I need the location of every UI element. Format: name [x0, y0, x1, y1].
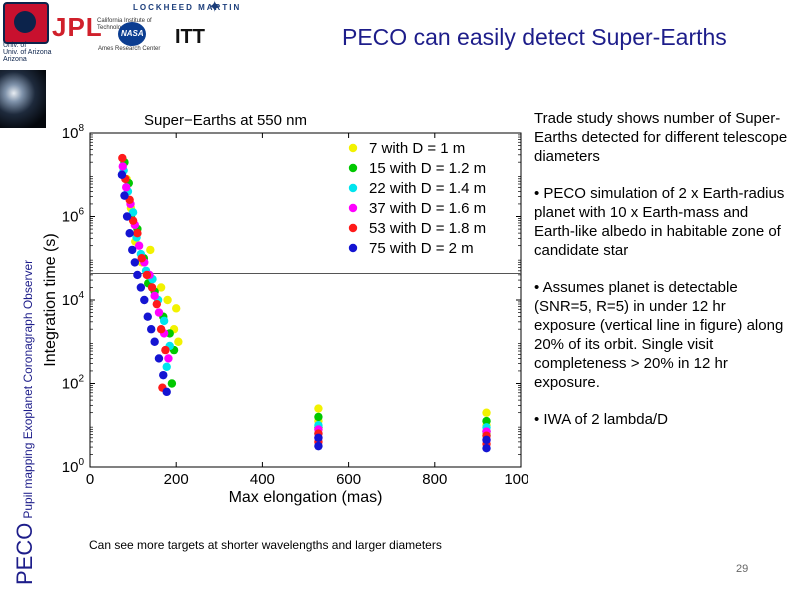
- data-point: [122, 212, 132, 221]
- legend-label: 15 with D = 1.2 m: [369, 160, 486, 177]
- earth-image: [0, 70, 46, 128]
- data-point: [125, 229, 134, 238]
- nasa-logo-text: NASA: [121, 29, 144, 38]
- legend-label: 7 with D = 1 m: [369, 140, 465, 157]
- data-point: [159, 370, 168, 380]
- data-point: [172, 304, 181, 313]
- sidebar-peco: PECO: [12, 522, 37, 585]
- university-of-arizona-logo: [3, 2, 49, 44]
- itt-logo: ITT: [175, 26, 205, 48]
- x-tick-label: 600: [336, 471, 361, 488]
- legend-label: 53 with D = 1.8 m: [369, 220, 486, 237]
- data-point: [154, 354, 164, 363]
- caption: Can see more targets at shorter waveleng…: [89, 538, 442, 552]
- ua-line-1: Univ. of: [3, 42, 27, 49]
- data-point: [118, 153, 127, 163]
- data-point: [136, 283, 146, 292]
- data-point: [128, 208, 138, 217]
- data-point: [128, 245, 137, 255]
- data-point: [164, 354, 173, 363]
- data-point: [120, 191, 129, 200]
- data-point: [162, 387, 171, 397]
- data-point: [314, 441, 323, 451]
- data-point: [147, 283, 157, 292]
- data-point: [482, 444, 491, 453]
- data-point: [147, 325, 156, 334]
- x-tick-label: 400: [250, 471, 275, 488]
- x-tick-label: 0: [86, 471, 94, 488]
- data-point: [118, 162, 127, 171]
- data-point: [159, 316, 169, 326]
- legend-marker: [348, 183, 358, 193]
- nasa-logo-subtitle: Ames Research Center: [98, 46, 161, 52]
- legend-marker: [348, 163, 358, 173]
- y-axis-label: Integration time (s): [42, 233, 59, 366]
- y-tick-label: 108: [62, 123, 85, 142]
- x-axis-label: Max elongation (mas): [229, 489, 383, 506]
- data-point: [146, 245, 155, 255]
- data-point: [156, 325, 166, 334]
- data-point: [314, 404, 323, 413]
- super-earths-chart: 0 200 400 600 800 1000 100 102 104 106 108 Super−Ea…: [42, 112, 528, 506]
- y-tick-label: 104: [62, 290, 85, 309]
- data-point: [482, 416, 491, 426]
- data-point: [143, 312, 152, 321]
- data-point: [161, 345, 170, 355]
- x-tick-label: 1000: [504, 471, 528, 488]
- legend-label: 37 with D = 1.6 m: [369, 200, 486, 217]
- bullet-1: • PECO simulation of 2 x Earth-radius pl…: [534, 185, 785, 259]
- data-point: [156, 283, 166, 292]
- nasa-logo: NASA: [118, 22, 146, 46]
- legend-marker: [348, 203, 358, 213]
- data-point: [142, 270, 152, 280]
- intro-text: Trade study shows number of Super-Earths…: [534, 110, 788, 165]
- legend-label: 75 with D = 2 m: [369, 240, 474, 257]
- data-point: [314, 412, 323, 422]
- data-point: [154, 308, 164, 317]
- bullet-3: • IWA of 2 lambda/D: [534, 411, 668, 428]
- lockheed-martin-logo: LOCKHEED MARTIN: [133, 3, 242, 12]
- data-point: [167, 379, 177, 388]
- data-point: [134, 241, 144, 250]
- data-point: [133, 229, 142, 238]
- slide-title: PECO can easily detect Super-Earths: [342, 24, 727, 50]
- bullet-2: • Assumes planet is detectable (SNR=5, R…: [534, 279, 784, 391]
- legend-marker: [348, 243, 358, 253]
- ua-line-3: Arizona: [3, 56, 27, 63]
- x-tick-label: 200: [164, 471, 189, 488]
- y-tick-label: 106: [62, 207, 85, 226]
- page-number: 29: [736, 563, 749, 575]
- data-point: [140, 295, 149, 305]
- data-point: [128, 216, 138, 225]
- data-point: [482, 435, 491, 445]
- data-point: [150, 337, 159, 346]
- y-tick-label: 102: [62, 374, 85, 393]
- data-point: [117, 170, 127, 179]
- data-point: [174, 337, 183, 346]
- data-point: [130, 258, 140, 267]
- data-point: [162, 362, 171, 371]
- legend-label: 22 with D = 1.4 m: [369, 180, 486, 197]
- jpl-logo-subtitle: California Institute of Technology: [97, 18, 152, 31]
- right-text-block: Trade study shows number of Super-Earths…: [534, 109, 790, 429]
- x-tick-label: 800: [422, 471, 447, 488]
- data-point: [482, 408, 491, 417]
- legend-marker: [348, 143, 358, 153]
- y-tick-label: 100: [62, 457, 85, 476]
- jpl-logo: JPL: [52, 12, 103, 42]
- data-point: [137, 254, 146, 263]
- data-point: [152, 299, 162, 309]
- data-point: [314, 433, 323, 442]
- data-point: [150, 291, 159, 301]
- chart-title: Super−Earths at 550 nm: [144, 112, 307, 129]
- ua-line-2: Univ. of Arizona: [3, 49, 52, 56]
- data-point: [133, 270, 142, 280]
- data-point: [163, 295, 172, 305]
- legend-marker: [348, 223, 358, 233]
- ua-logo-text: Univ. of Univ. of Arizona Arizona: [3, 42, 53, 63]
- data-point: [122, 183, 131, 192]
- lockheed-star-icon: ✦: [208, 0, 222, 16]
